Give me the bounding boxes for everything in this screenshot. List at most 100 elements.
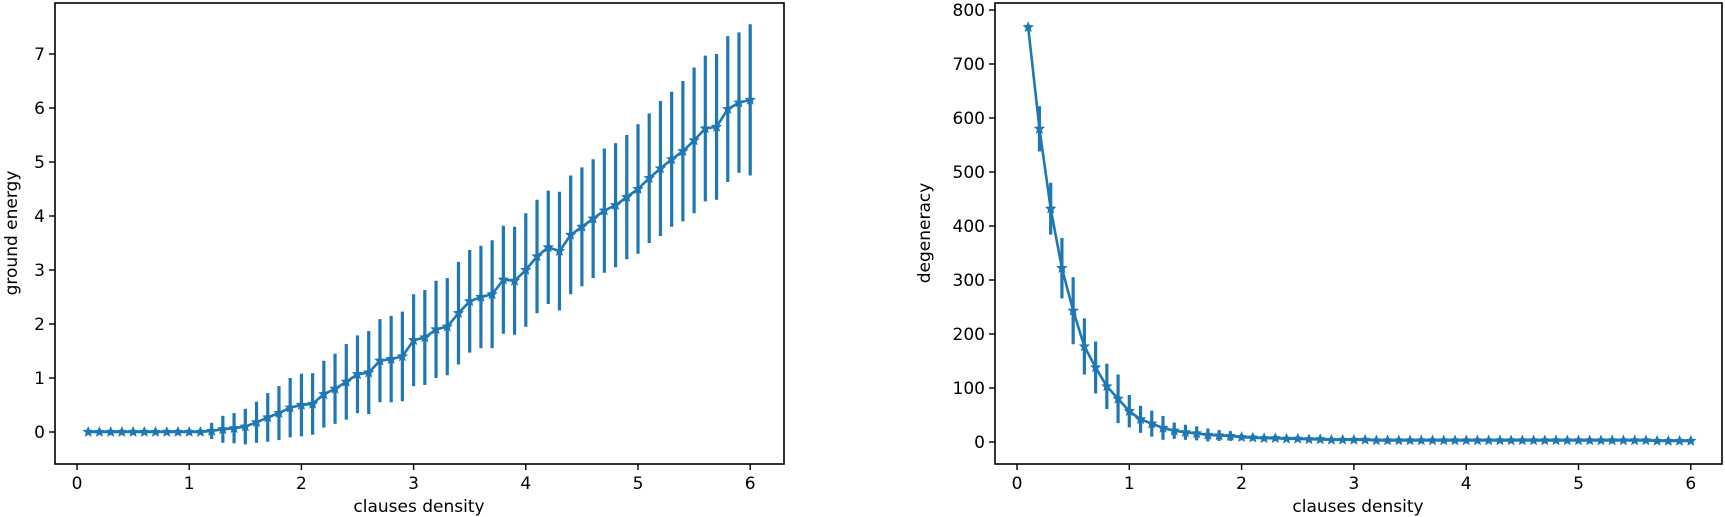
star-marker-icon xyxy=(565,228,577,240)
star-marker-icon xyxy=(138,426,150,437)
y-tick-label: 1 xyxy=(34,369,45,389)
star-marker-icon xyxy=(1191,427,1203,439)
y-tick-label: 2 xyxy=(34,315,45,335)
y-tick-label: 7 xyxy=(34,45,45,65)
star-marker-icon xyxy=(1134,413,1147,425)
star-marker-icon xyxy=(1146,417,1158,429)
star-marker-icon xyxy=(217,423,229,435)
star-marker-icon xyxy=(497,273,510,285)
x-tick-label: 3 xyxy=(408,474,419,494)
star-marker-icon xyxy=(1494,434,1506,446)
star-marker-icon xyxy=(1045,202,1057,214)
y-tick-label: 5 xyxy=(34,153,45,173)
y-tick-label: 4 xyxy=(34,207,45,227)
data-line xyxy=(1026,27,1691,443)
star-marker-icon xyxy=(542,241,554,253)
star-marker-icon xyxy=(318,388,330,400)
x-tick-label: 6 xyxy=(745,474,756,494)
y-tick-label: 700 xyxy=(953,55,985,75)
star-marker-icon xyxy=(1483,434,1495,446)
ground-energy-y-ticks: 0 1 2 3 4 5 6 7 xyxy=(34,45,55,443)
star-marker-icon xyxy=(553,245,566,256)
star-marker-icon xyxy=(452,307,465,319)
star-marker-icon xyxy=(329,382,341,394)
y-tick-label: 100 xyxy=(953,379,985,399)
degeneracy-chart: 0 1 2 3 4 5 6 0 100 200 300 400 500 600 700 800 clause… xyxy=(915,1,1723,517)
star-marker-icon xyxy=(1471,434,1484,446)
star-marker-icon xyxy=(385,353,397,364)
star-marker-icon xyxy=(295,399,308,410)
star-marker-icon xyxy=(1112,392,1124,404)
star-marker-icon xyxy=(419,331,431,343)
star-marker-icon xyxy=(1269,432,1281,444)
star-marker-icon xyxy=(632,183,644,194)
star-marker-icon xyxy=(677,145,689,157)
star-marker-icon xyxy=(105,426,117,437)
star-marker-icon xyxy=(1258,432,1270,444)
star-marker-icon xyxy=(621,191,633,202)
x-tick-label: 5 xyxy=(633,474,644,494)
star-marker-icon xyxy=(1539,434,1551,446)
star-marker-icon xyxy=(464,295,476,307)
star-marker-icon xyxy=(374,354,386,366)
star-marker-icon xyxy=(1662,434,1674,446)
y-tick-label: 0 xyxy=(974,433,985,453)
star-marker-icon xyxy=(284,401,296,413)
y-tick-label: 500 xyxy=(953,163,985,183)
star-marker-icon xyxy=(1584,434,1596,446)
star-marker-icon xyxy=(161,426,173,437)
star-marker-icon xyxy=(1325,433,1338,445)
star-marker-icon xyxy=(1617,434,1630,446)
y-tick-label: 3 xyxy=(34,261,45,281)
star-marker-icon xyxy=(363,366,375,378)
star-marker-icon xyxy=(1168,424,1180,436)
star-marker-icon xyxy=(1381,434,1394,446)
star-marker-icon xyxy=(1606,434,1618,446)
star-marker-icon xyxy=(520,264,532,275)
star-marker-icon xyxy=(1089,361,1102,373)
star-marker-icon xyxy=(733,96,745,108)
star-marker-icon xyxy=(475,291,487,302)
star-marker-icon xyxy=(1438,434,1450,446)
star-marker-icon xyxy=(1056,262,1068,273)
ground-energy-axes-frame xyxy=(54,2,785,465)
y-tick-label: 600 xyxy=(953,109,985,129)
star-marker-icon xyxy=(194,426,207,437)
star-marker-icon xyxy=(396,350,409,362)
y-tick-label: 300 xyxy=(953,271,985,291)
star-marker-icon xyxy=(1393,434,1405,446)
star-marker-icon xyxy=(441,320,453,332)
y-tick-label: 0 xyxy=(34,423,45,443)
ground-energy-plot-area xyxy=(82,24,756,445)
star-marker-icon xyxy=(1280,432,1293,444)
star-marker-icon xyxy=(576,220,588,232)
data-line xyxy=(88,98,751,434)
x-tick-label: 1 xyxy=(1124,474,1135,494)
star-marker-icon xyxy=(1213,429,1225,441)
star-marker-icon xyxy=(262,411,274,423)
degeneracy-axes-frame xyxy=(994,2,1723,465)
star-marker-icon xyxy=(1685,434,1697,446)
y-tick-label: 6 xyxy=(34,99,45,119)
ground-energy-x-axis-label: clauses density xyxy=(353,497,484,517)
star-marker-icon xyxy=(531,250,543,262)
star-marker-icon xyxy=(430,323,442,335)
x-tick-label: 4 xyxy=(1461,474,1472,494)
x-tick-label: 5 xyxy=(1573,474,1584,494)
star-marker-icon xyxy=(1550,434,1562,446)
star-marker-icon xyxy=(127,426,139,437)
star-marker-icon xyxy=(340,375,352,387)
x-tick-label: 2 xyxy=(1236,474,1247,494)
star-marker-icon xyxy=(654,162,667,174)
degeneracy-x-axis-label: clauses density xyxy=(1292,497,1423,517)
star-marker-icon xyxy=(1202,429,1214,440)
degeneracy-y-axis-label: degeneracy xyxy=(915,183,935,284)
star-marker-icon xyxy=(1460,434,1472,446)
star-marker-icon xyxy=(1235,431,1248,442)
star-marker-icon xyxy=(1067,304,1079,316)
ground-energy-y-axis-label: ground energy xyxy=(2,171,22,296)
x-tick-label: 2 xyxy=(296,474,307,494)
star-marker-icon xyxy=(273,407,285,418)
star-marker-icon xyxy=(1179,426,1192,438)
